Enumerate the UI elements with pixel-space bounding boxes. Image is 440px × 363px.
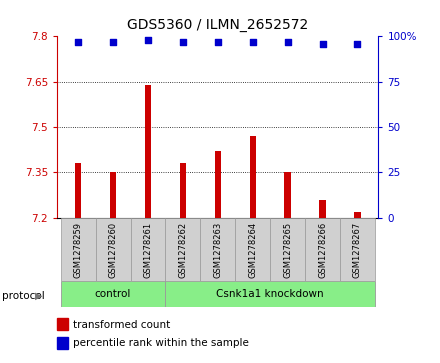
Bar bbox=[75, 163, 81, 218]
Bar bbox=[110, 172, 116, 218]
Text: ▶: ▶ bbox=[35, 291, 43, 301]
Point bbox=[75, 39, 82, 45]
Text: GSM1278267: GSM1278267 bbox=[353, 221, 362, 278]
Point bbox=[319, 41, 326, 46]
Point bbox=[249, 39, 256, 45]
Text: GSM1278262: GSM1278262 bbox=[178, 221, 187, 278]
Bar bbox=[270, 218, 305, 281]
Bar bbox=[215, 151, 221, 218]
Text: Csnk1a1 knockdown: Csnk1a1 knockdown bbox=[216, 289, 324, 299]
Bar bbox=[180, 163, 186, 218]
Bar bbox=[354, 212, 361, 218]
Point bbox=[110, 39, 117, 45]
Bar bbox=[285, 172, 291, 218]
Bar bbox=[305, 218, 340, 281]
Text: GSM1278265: GSM1278265 bbox=[283, 221, 292, 278]
Point bbox=[284, 39, 291, 45]
Bar bbox=[249, 136, 256, 218]
Text: GSM1278260: GSM1278260 bbox=[109, 221, 117, 278]
Bar bbox=[200, 218, 235, 281]
Text: percentile rank within the sample: percentile rank within the sample bbox=[73, 338, 249, 348]
Text: GSM1278259: GSM1278259 bbox=[73, 221, 83, 278]
Text: protocol: protocol bbox=[2, 291, 45, 301]
Bar bbox=[165, 281, 375, 307]
Text: GSM1278264: GSM1278264 bbox=[248, 221, 257, 278]
Text: GSM1278266: GSM1278266 bbox=[318, 221, 327, 278]
Point bbox=[180, 39, 187, 45]
Bar bbox=[319, 200, 326, 218]
Bar bbox=[61, 281, 165, 307]
Point bbox=[144, 37, 151, 43]
Bar bbox=[61, 218, 95, 281]
Bar bbox=[165, 218, 200, 281]
Bar bbox=[95, 218, 131, 281]
Text: transformed count: transformed count bbox=[73, 319, 170, 330]
Point bbox=[214, 39, 221, 45]
Bar bbox=[145, 85, 151, 218]
Title: GDS5360 / ILMN_2652572: GDS5360 / ILMN_2652572 bbox=[127, 19, 308, 33]
Bar bbox=[340, 218, 375, 281]
Text: control: control bbox=[95, 289, 131, 299]
Text: GSM1278261: GSM1278261 bbox=[143, 221, 153, 278]
Point bbox=[354, 41, 361, 46]
Bar bbox=[235, 218, 270, 281]
Bar bbox=[131, 218, 165, 281]
Text: GSM1278263: GSM1278263 bbox=[213, 221, 222, 278]
